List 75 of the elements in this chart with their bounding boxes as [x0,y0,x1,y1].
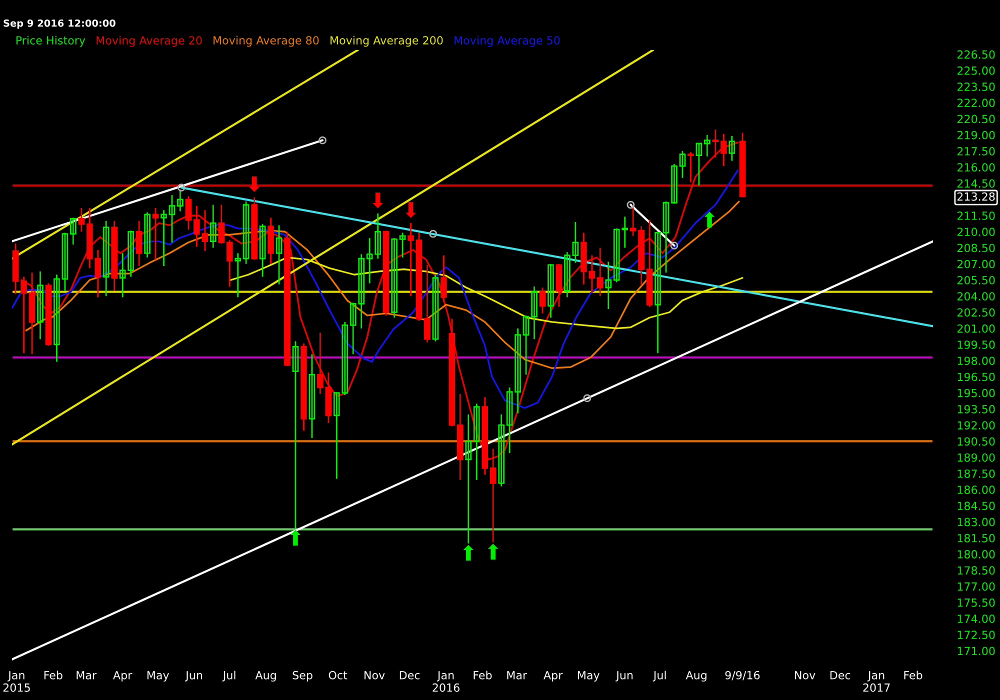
y-tick-label: 204.00 [957,292,995,301]
y-tick-label: 223.50 [957,82,995,91]
x-tick-label: Feb [474,670,492,680]
y-tick-label: 193.50 [958,404,995,414]
annotation: ⬆ [704,212,715,228]
y-tick-label: 172.50 [958,630,995,640]
y-tick-label: 226.50 [957,50,995,59]
y-tick-label: 171.00 [958,646,995,656]
x-tick-label: Jun [185,671,202,682]
y-tick-label: 225.00 [957,66,995,75]
x-tick-label: Jan 2015 [3,671,30,692]
x-tick-label: Dec [830,671,850,680]
y-tick-label: 220.50 [957,114,995,124]
y-tick-label: 222.00 [957,98,995,108]
y-tick-label: 192.00 [958,421,995,430]
x-tick-label: 9/9/16 [725,670,760,680]
y-tick-label: 205.50 [957,276,995,284]
y-tick-label: 189.00 [958,453,995,462]
annotation: ⬆ [290,530,301,546]
x-tick-label: Feb [904,670,922,680]
text: Moving Average 200 [330,36,443,47]
text: Moving Average 80 [214,36,319,47]
annotation: ⬆ [488,544,498,560]
chart-subtitle: Sep 9 2016 12:00:00 [4,19,116,29]
text: Moving Average 20 [96,36,202,47]
x-tick-label: Mar [76,671,97,680]
annotation: ⬆ [463,544,474,561]
x-tick-label: Dec [400,671,420,680]
x-tick-label: Jan 2016 [432,671,460,692]
y-tick-label: 213.28 [957,192,995,201]
y-tick-label: 202.50 [957,308,995,317]
x-tick-label: Nov [795,671,816,680]
y-tick-label: 196.50 [958,372,995,382]
y-tick-label: 180.00 [958,550,995,558]
y-tick-label: 201.00 [957,324,995,333]
y-tick-label: 195.00 [958,388,995,398]
y-tick-label: 175.50 [958,598,995,607]
text: Price History [16,36,86,47]
y-tick-label: 208.50 [957,244,995,252]
y-tick-label: 181.50 [958,534,995,542]
annotation: ⬇ [406,202,416,218]
x-tick-label: May [578,671,600,682]
y-tick-label: 198.00 [958,356,995,365]
x-tick-label: May [147,671,170,682]
x-tick-label: Apr [544,671,563,682]
y-tick-label: 184.50 [958,502,995,510]
x-tick-label: Jul [652,670,666,682]
y-tick-label: 190.50 [958,437,995,446]
x-tick-label: Jun [616,671,633,682]
x-tick-label: Jul [222,670,236,682]
x-tick-label: Mar [507,671,528,680]
y-tick-label: 183.00 [958,518,995,526]
y-tick-label: 207.00 [957,260,995,268]
y-tick-label: 186.00 [958,486,995,494]
y-tick-label: 178.50 [958,566,995,575]
y-tick-label: 199.50 [958,340,995,349]
x-tick-label: Jan 2017 [863,671,890,692]
x-tick-label: Oct [328,670,348,680]
x-tick-label: Aug [255,671,276,682]
annotation: ⬇ [372,192,383,208]
y-tick-label: 216.00 [957,163,995,172]
y-tick-label: 211.50 [957,211,995,220]
y-tick-label: 217.50 [957,147,995,156]
x-tick-label: Apr [113,671,132,682]
y-tick-label: 219.00 [957,130,995,140]
y-tick-label: 174.00 [958,614,995,623]
x-tick-label: Sep [292,670,312,682]
y-tick-label: 177.00 [958,582,995,591]
y-tick-label: 210.00 [957,228,995,236]
text: Moving Average 50 [454,36,560,47]
x-tick-label: Aug [686,671,706,682]
x-tick-label: Nov [364,671,385,680]
x-tick-label: Feb [44,670,62,680]
y-tick-label: 187.50 [958,469,995,478]
y-tick-label: 214.50 [957,179,995,188]
